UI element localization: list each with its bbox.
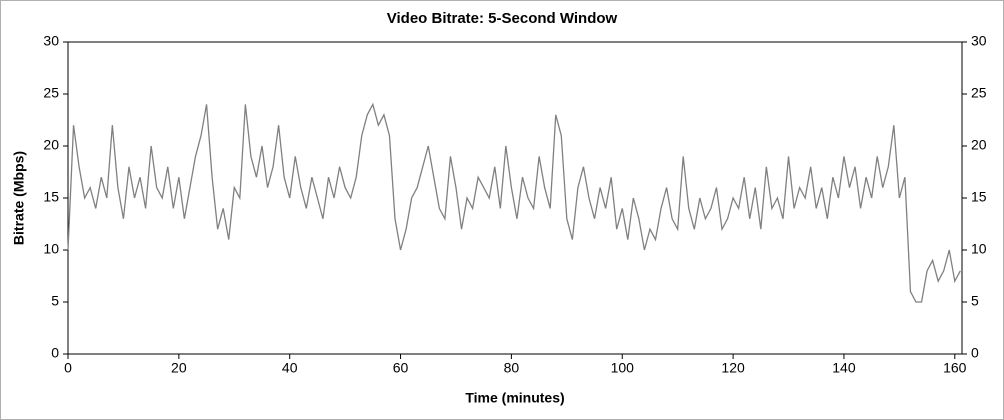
x-tick-label: 60 [393, 360, 409, 376]
y-tick-label: 20 [43, 137, 59, 153]
x-tick-label: 120 [721, 360, 745, 376]
x-tick-label: 100 [611, 360, 635, 376]
x-tick-label: 160 [943, 360, 967, 376]
plot-area [67, 41, 963, 355]
x-axis-label: Time (minutes) [465, 390, 564, 406]
x-tick-label: 0 [64, 360, 72, 376]
series-line [67, 102, 961, 303]
y2-tick-label: 10 [971, 241, 987, 257]
y-tick-label: 25 [43, 85, 59, 101]
y2-tick-label: 5 [971, 293, 979, 309]
y-tick-label: 30 [43, 33, 59, 49]
y2-tick-label: 0 [971, 345, 979, 361]
y2-tick-label: 25 [971, 85, 987, 101]
y2-tick-label: 30 [971, 33, 987, 49]
x-tick-label: 140 [832, 360, 856, 376]
chart-title: Video Bitrate: 5-Second Window [387, 10, 618, 27]
y2-tick-label: 20 [971, 137, 987, 153]
y-axis-label: Bitrate (Mbps) [11, 151, 27, 245]
x-tick-label: 20 [171, 360, 187, 376]
x-tick-label: 80 [504, 360, 520, 376]
y2-tick-label: 15 [971, 189, 987, 205]
x-tick-label: 40 [282, 360, 298, 376]
y-tick-label: 10 [43, 241, 59, 257]
y-tick-label: 0 [51, 345, 59, 361]
y-tick-label: 5 [51, 293, 59, 309]
y-tick-label: 15 [43, 189, 59, 205]
